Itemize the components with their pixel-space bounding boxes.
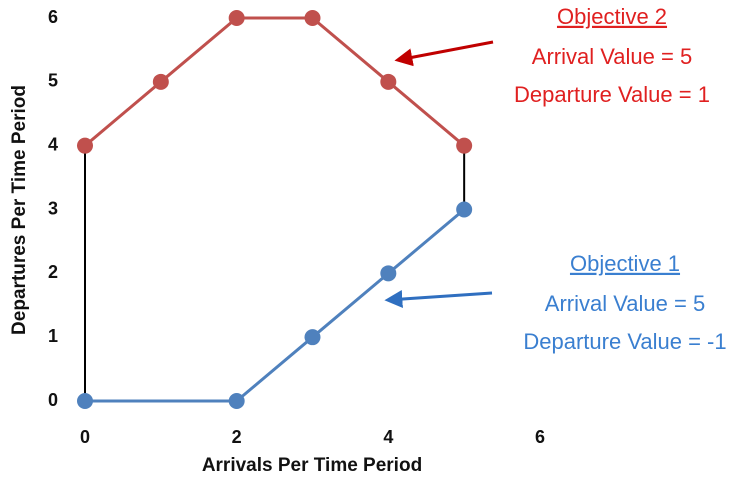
arrow <box>384 290 493 309</box>
y-tick-label: 3 <box>48 198 58 218</box>
data-point <box>456 137 473 154</box>
data-point <box>228 393 245 409</box>
annotation-text: Arrival Value = 5 <box>545 291 705 316</box>
x-tick-label: 2 <box>232 427 242 447</box>
x-axis-label: Arrivals Per Time Period <box>202 455 422 476</box>
y-tick-label: 1 <box>48 326 58 346</box>
annotation-text: Arrival Value = 5 <box>532 44 692 69</box>
data-point <box>77 137 93 154</box>
data-point <box>228 10 245 26</box>
annotation-title: Objective 2 <box>557 4 667 29</box>
y-tick-label: 2 <box>48 262 58 282</box>
annotation-text: Departure Value = -1 <box>523 329 726 354</box>
data-point <box>152 73 169 90</box>
y-tick-label: 0 <box>48 390 58 410</box>
annotation-text: Departure Value = 1 <box>514 82 710 107</box>
data-point <box>304 10 321 26</box>
series-line <box>85 208 466 403</box>
data-point <box>304 329 321 346</box>
data-point <box>380 265 397 282</box>
data-point <box>380 73 397 90</box>
x-tick-label: 6 <box>535 427 545 447</box>
data-point <box>456 201 473 218</box>
y-axis-label: Departures Per Time Period <box>9 85 30 335</box>
annotation-title: Objective 1 <box>570 251 680 276</box>
y-tick-label: 6 <box>48 7 58 27</box>
arrow <box>394 40 494 67</box>
x-tick-label: 4 <box>383 427 393 447</box>
x-tick-label: 0 <box>80 427 90 447</box>
data-point <box>77 393 93 409</box>
y-tick-label: 4 <box>48 134 58 154</box>
series-line <box>84 16 466 147</box>
y-tick-label: 5 <box>48 71 58 91</box>
